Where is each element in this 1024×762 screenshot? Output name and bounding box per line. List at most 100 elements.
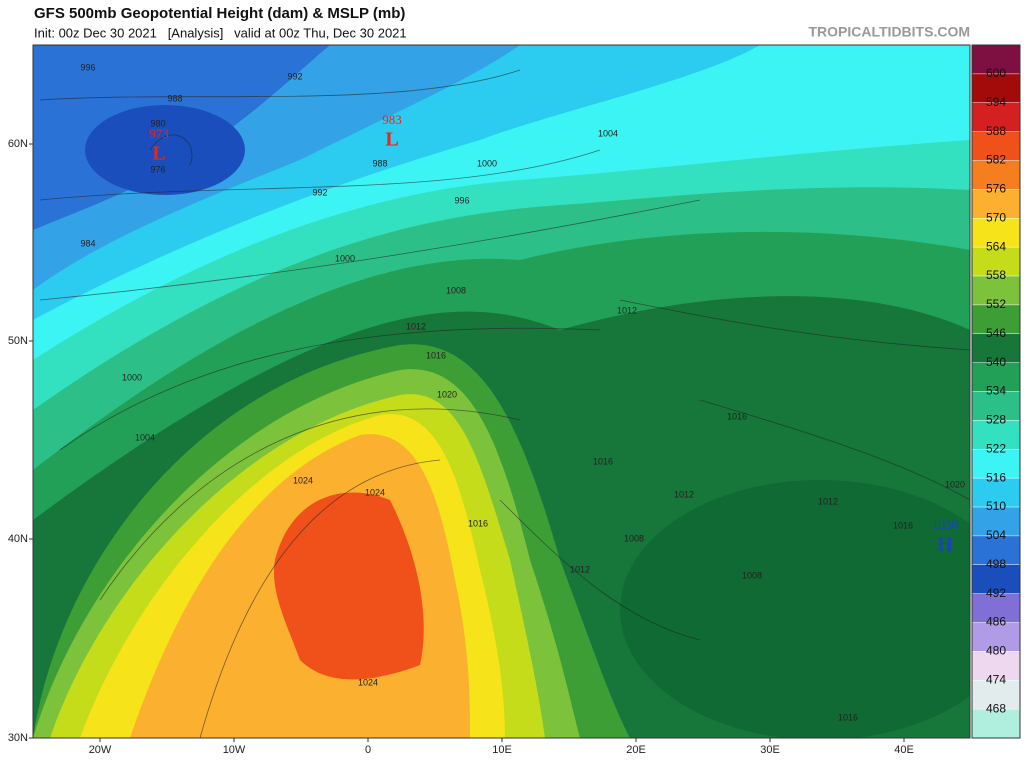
colorbar-label: 576 <box>986 182 1006 196</box>
colorbar-swatch <box>972 218 1020 248</box>
colorbar-label: 582 <box>986 153 1006 167</box>
colorbar-label: 498 <box>986 557 1006 571</box>
colorbar-label: 486 <box>986 615 1006 629</box>
colorbar-swatch <box>972 420 1020 450</box>
colorbar-swatch <box>972 507 1020 537</box>
colorbar-swatch <box>972 564 1020 595</box>
colorbar-swatch <box>972 622 1020 652</box>
center-value: 973 <box>149 126 169 141</box>
isobar-label: 1004 <box>135 432 155 442</box>
colorbar-swatch <box>972 45 1020 75</box>
isobar-labels: 996 992 988 980 976 984 992 988 1000 1008 1012 1016… <box>80 62 965 722</box>
lon-label: 20E <box>626 744 646 756</box>
colorbar-swatch <box>972 680 1020 710</box>
isobar-label: 980 <box>150 118 165 128</box>
colorbar-label: 558 <box>986 268 1006 282</box>
lon-label: 10W <box>223 744 246 756</box>
lon-label: 0 <box>365 744 371 756</box>
isobar-label: 992 <box>287 71 302 81</box>
isobar-label: 1008 <box>624 533 644 543</box>
lon-label: 10E <box>492 744 512 756</box>
colorbar-label: 594 <box>986 95 1006 109</box>
center-value: 1030 <box>932 517 958 532</box>
colorbar-label: 552 <box>986 297 1006 311</box>
colorbar-swatch <box>972 189 1020 219</box>
isobar-label: 996 <box>454 195 469 205</box>
isobar-label: 1024 <box>358 677 378 687</box>
lon-label: 20W <box>89 744 112 756</box>
isobar-label: 1020 <box>945 479 965 489</box>
colorbar-label: 480 <box>986 644 1006 658</box>
colorbar-swatch <box>972 160 1020 190</box>
colorbar-swatch <box>972 276 1020 306</box>
isobar-label: 1000 <box>335 253 355 263</box>
isobar-label: 1008 <box>742 570 762 580</box>
isobar-label: 1008 <box>446 285 466 295</box>
center-letter: H <box>937 534 953 556</box>
colorbar-swatch <box>972 449 1020 479</box>
map <box>32 44 971 739</box>
isobar-label: 1016 <box>426 350 446 360</box>
colorbar-swatch <box>972 304 1020 335</box>
colorbar-swatch <box>972 651 1020 681</box>
lat-label: 40N <box>8 533 28 545</box>
colorbar-swatch <box>972 73 1020 104</box>
colorbar-label: 540 <box>986 355 1006 369</box>
axes: 60N 50N 40N 30N 20W 10W 0 10E 20E 30E 40E <box>8 138 914 756</box>
isobar-label: 1016 <box>893 520 913 530</box>
isobar-label: 1012 <box>570 564 590 574</box>
colorbar-label: 474 <box>986 672 1006 686</box>
colorbar: 600 594 588 582 576 570 564 558 552 546 540 534 528 5… <box>971 44 1021 739</box>
isobar-label: 1016 <box>838 712 858 722</box>
colorbar-label: 510 <box>986 499 1006 513</box>
colorbar-label: 504 <box>986 528 1006 542</box>
isobar-label: 1012 <box>674 489 694 499</box>
subtitle: Init: 00z Dec 30 2021 [Analysis] valid a… <box>34 25 407 40</box>
colorbar-swatch <box>972 362 1020 392</box>
colorbar-swatch <box>972 102 1020 133</box>
lon-label: 30E <box>760 744 780 756</box>
colorbar-swatch <box>972 333 1020 364</box>
colorbar-label: 570 <box>986 210 1006 224</box>
colorbar-label: 588 <box>986 124 1006 138</box>
center-value: 983 <box>382 112 402 127</box>
isobar-label: 1016 <box>727 411 747 421</box>
isobar-label: 1004 <box>598 128 618 138</box>
isobar-label: 1024 <box>365 487 385 497</box>
colorbar-swatch <box>972 593 1020 623</box>
isobar-label: 1012 <box>406 321 426 331</box>
isobar-label: 1020 <box>437 389 457 399</box>
center-letter: L <box>152 143 165 165</box>
isobar-label: 1012 <box>818 496 838 506</box>
colorbar-swatch <box>972 709 1020 739</box>
isobar-label: 1024 <box>293 475 313 485</box>
colorbar-swatch <box>972 247 1020 277</box>
colorbar-label: 564 <box>986 239 1006 253</box>
colorbar-swatch <box>972 478 1020 508</box>
site-name: TROPICALTIDBITS.COM <box>808 24 970 40</box>
isobar-label: 976 <box>150 164 165 174</box>
colorbar-label: 534 <box>986 384 1006 398</box>
pressure-centers: 973 L 983 L 1030 H <box>149 112 958 556</box>
colorbar-swatch <box>972 391 1020 421</box>
isobar-label: 984 <box>80 238 95 248</box>
isobar-label: 1000 <box>122 372 142 382</box>
title: GFS 500mb Geopotential Height (dam) & MS… <box>34 5 405 22</box>
colorbar-label: 528 <box>986 413 1006 427</box>
lat-label: 50N <box>8 335 28 347</box>
colorbar-label: 516 <box>986 470 1006 484</box>
isobar-label: 988 <box>167 93 182 103</box>
isobar-label: 1016 <box>593 456 613 466</box>
isobar-label: 1012 <box>617 305 637 315</box>
isobar-label: 992 <box>312 187 327 197</box>
isobar-label: 988 <box>372 158 387 168</box>
colorbar-label: 468 <box>986 701 1006 715</box>
lat-label: 60N <box>8 138 28 150</box>
colorbar-label: 546 <box>986 326 1006 340</box>
colorbar-swatch <box>972 535 1020 566</box>
colorbar-label: 492 <box>986 586 1006 600</box>
colorbar-frame <box>971 44 1021 739</box>
center-letter: L <box>385 129 398 151</box>
isobar-label: 996 <box>80 62 95 72</box>
